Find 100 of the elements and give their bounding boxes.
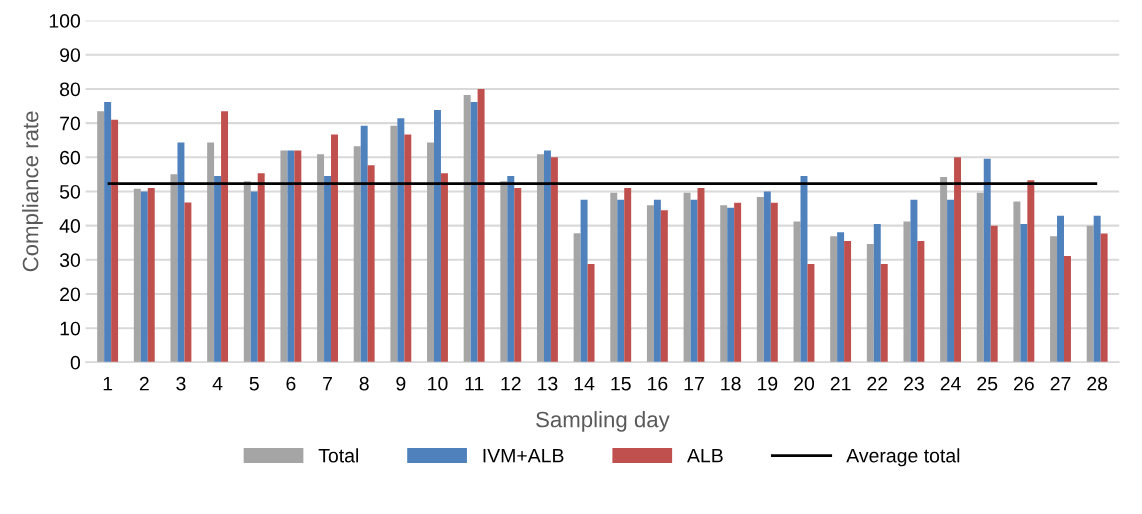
bar: [353, 146, 361, 363]
bar: [507, 176, 515, 363]
bar: [280, 150, 288, 363]
bar: [1050, 236, 1058, 363]
bar: [727, 207, 735, 363]
bar: [404, 134, 412, 363]
bar: [947, 199, 955, 363]
bar: [133, 188, 141, 363]
bar: [976, 192, 984, 363]
bar: [500, 181, 508, 363]
bar: [221, 111, 229, 363]
x-tick-label: 4: [212, 376, 223, 391]
bar: [1064, 256, 1071, 363]
x-tick-label: 1: [103, 376, 113, 391]
bar: [397, 118, 405, 363]
bar: [1100, 233, 1108, 363]
y-tick-label: 80: [60, 82, 81, 97]
bar: [536, 154, 544, 363]
bar: [983, 158, 991, 363]
bar: [177, 142, 185, 363]
x-tick-label: 26: [1014, 376, 1034, 391]
x-tick-label: 13: [538, 376, 558, 391]
legend-label: ALB: [687, 448, 723, 463]
bar: [830, 236, 838, 363]
bar: [434, 110, 441, 363]
bar: [917, 241, 925, 363]
y-tick-label: 90: [60, 48, 81, 62]
x-tick-label: 9: [396, 376, 406, 391]
bar: [770, 202, 778, 363]
x-tick-label: 14: [574, 376, 595, 391]
bar: [470, 101, 478, 363]
legend-label: Average total: [846, 448, 960, 467]
x-tick-label: 10: [428, 376, 448, 391]
bar: [440, 173, 448, 363]
bar: [587, 263, 595, 363]
bar: [940, 177, 948, 363]
bar: [243, 181, 251, 363]
x-tick-label: 21: [830, 376, 851, 391]
x-tick-label: 11: [465, 376, 484, 391]
bar: [660, 210, 668, 363]
x-tick-label: 15: [611, 376, 631, 391]
x-tick-label: 20: [794, 376, 815, 391]
x-tick-label: 12: [501, 376, 521, 391]
bar: [360, 125, 368, 363]
bar: [1057, 215, 1064, 363]
x-axis-title: Sampling day: [536, 411, 670, 432]
legend-label: Total: [318, 448, 358, 463]
x-tick-label: 18: [721, 376, 741, 391]
bar: [624, 188, 632, 363]
y-tick-label: 50: [59, 184, 81, 199]
y-tick-label: 10: [60, 321, 81, 336]
x-tick-label: 23: [904, 376, 924, 391]
bar: [97, 111, 105, 363]
bar: [1013, 201, 1021, 363]
bar: [903, 221, 911, 363]
bar: [543, 150, 551, 363]
y-tick-label: 20: [60, 287, 81, 302]
bar: [514, 188, 522, 363]
x-tick-label: 2: [139, 376, 149, 391]
bar: [610, 192, 618, 363]
x-tick-label: 17: [684, 376, 704, 391]
x-tick-label: 28: [1087, 376, 1108, 391]
y-tick-label: 0: [70, 355, 81, 370]
bar: [734, 202, 742, 363]
y-tick-label: 40: [59, 219, 81, 233]
bar: [477, 88, 485, 363]
x-tick-label: 3: [176, 376, 186, 391]
x-tick-label: 22: [867, 376, 888, 391]
x-tick-label: 16: [648, 376, 668, 391]
bar: [104, 101, 112, 363]
bar: [324, 176, 332, 363]
x-tick-label: 8: [359, 376, 369, 391]
x-tick-label: 5: [249, 376, 259, 391]
bar: [844, 241, 852, 363]
bar: [250, 191, 258, 363]
bar: [866, 244, 874, 363]
y-tick-label: 30: [59, 253, 81, 268]
bar: [294, 150, 302, 363]
bar: [1020, 223, 1028, 363]
bar: [837, 232, 845, 363]
bar: [683, 192, 691, 363]
y-axis-title: Compliance rate: [22, 111, 43, 272]
y-tick-label: 60: [60, 150, 81, 165]
x-tick-label: 7: [323, 376, 332, 391]
bar: [807, 263, 815, 363]
x-tick-label: 19: [758, 376, 778, 391]
bar: [317, 154, 325, 363]
bar: [763, 191, 771, 363]
bar: [954, 157, 962, 363]
y-tick-label: 100: [49, 14, 81, 28]
bar: [463, 95, 471, 363]
bar: [756, 196, 764, 363]
x-tick-label: 6: [286, 376, 296, 391]
bar: [990, 225, 998, 363]
bar: [1027, 180, 1035, 363]
x-tick-label: 24: [940, 376, 961, 391]
bar: [147, 188, 155, 363]
bar: [214, 176, 222, 363]
bar: [257, 173, 265, 363]
x-tick-label: 27: [1050, 376, 1071, 391]
